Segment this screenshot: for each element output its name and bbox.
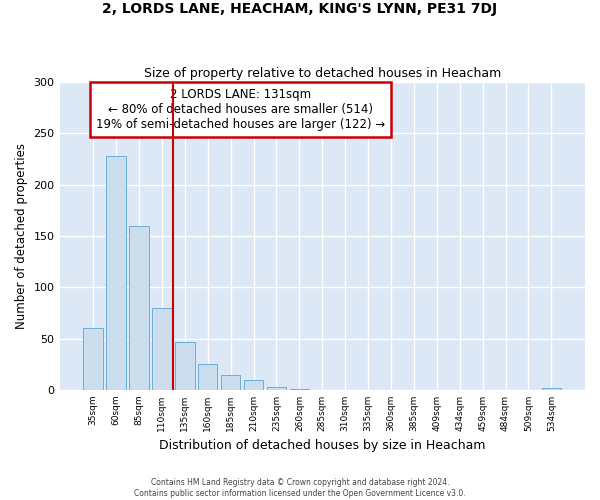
Bar — [106, 156, 126, 390]
Y-axis label: Number of detached properties: Number of detached properties — [15, 143, 28, 329]
Text: Contains HM Land Registry data © Crown copyright and database right 2024.
Contai: Contains HM Land Registry data © Crown c… — [134, 478, 466, 498]
Bar — [175, 342, 194, 390]
Bar — [83, 328, 103, 390]
Bar — [152, 308, 172, 390]
Bar — [542, 388, 561, 390]
Bar — [198, 364, 217, 390]
Text: 2 LORDS LANE: 131sqm
← 80% of detached houses are smaller (514)
19% of semi-deta: 2 LORDS LANE: 131sqm ← 80% of detached h… — [96, 88, 385, 131]
Bar — [129, 226, 149, 390]
Bar — [244, 380, 263, 390]
Bar — [221, 374, 241, 390]
Title: Size of property relative to detached houses in Heacham: Size of property relative to detached ho… — [143, 66, 501, 80]
Text: 2, LORDS LANE, HEACHAM, KING'S LYNN, PE31 7DJ: 2, LORDS LANE, HEACHAM, KING'S LYNN, PE3… — [103, 2, 497, 16]
Bar — [267, 387, 286, 390]
Bar — [290, 389, 309, 390]
X-axis label: Distribution of detached houses by size in Heacham: Distribution of detached houses by size … — [159, 440, 485, 452]
